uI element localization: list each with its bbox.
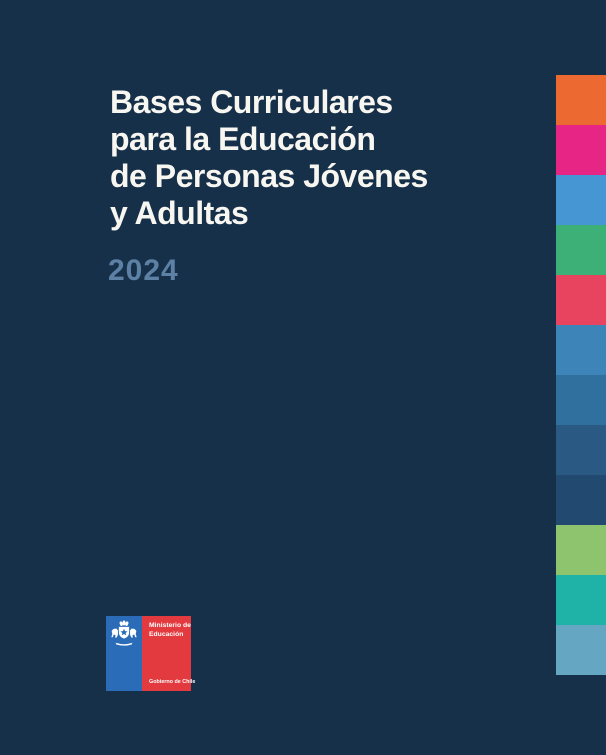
stripe-red (556, 275, 606, 325)
stripe-light-green (556, 525, 606, 575)
edition-year: 2024 (108, 254, 179, 287)
mineduc-logo: Ministerio de Educación Gobierno de Chil… (106, 616, 195, 691)
logo-blue-panel (106, 616, 142, 691)
government-name: Gobierno de Chile (149, 679, 196, 685)
stripe-dark-blue (556, 425, 606, 475)
stripe-navy (556, 475, 606, 525)
stripe-magenta (556, 125, 606, 175)
stripe-green (556, 225, 606, 275)
document-title: Bases Curriculares para la Educación de … (110, 84, 428, 232)
color-stripe-bar (556, 75, 606, 675)
stripe-steel-blue (556, 325, 606, 375)
ministry-name: Ministerio de Educación (149, 622, 191, 638)
title-line-2: para la Educación (110, 121, 376, 157)
title-line-4: y Adultas (110, 195, 249, 231)
title-line-3: de Personas Jóvenes (110, 158, 428, 194)
stripe-teal (556, 575, 606, 625)
stripe-orange (556, 75, 606, 125)
title-line-1: Bases Curriculares (110, 84, 393, 120)
stripe-sky-blue (556, 625, 606, 675)
chile-coat-of-arms-icon (111, 620, 137, 646)
stripe-blue (556, 175, 606, 225)
stripe-medium-blue (556, 375, 606, 425)
logo-red-panel: Ministerio de Educación Gobierno de Chil… (142, 616, 195, 691)
